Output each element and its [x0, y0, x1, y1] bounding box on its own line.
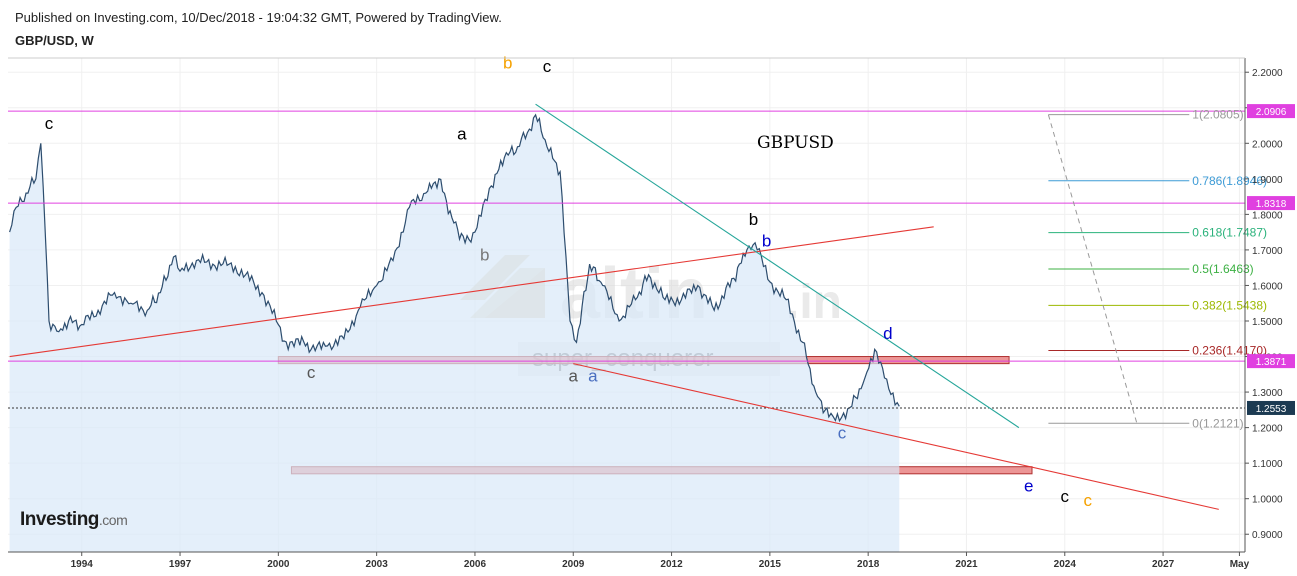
price-level-tag-label: 1.3871	[1256, 357, 1287, 368]
x-tick-label: 2006	[464, 559, 487, 570]
x-tick-label: 2012	[660, 559, 683, 570]
fib-level-label: 0.786(1.8946)	[1192, 174, 1267, 188]
price-area-fill	[9, 114, 900, 553]
price-level-tag	[1247, 196, 1295, 211]
wave-label: b	[503, 54, 512, 73]
y-tick-label: 1.7000	[1252, 246, 1283, 257]
fib-level-label: 0(1.2121)	[1192, 416, 1243, 430]
chart-title: GBPUSD	[757, 133, 834, 153]
wave-label: b	[762, 231, 771, 250]
x-tick-label: 2000	[267, 559, 290, 570]
wave-label: c	[45, 114, 54, 133]
fib-level-label: 0.5(1.6463)	[1192, 262, 1253, 276]
wave-label: d	[883, 324, 892, 343]
x-tick-label: 2024	[1054, 559, 1077, 570]
x-tick-label: 2009	[562, 559, 585, 570]
grid	[8, 58, 1245, 552]
y-tick-label: 2.2000	[1252, 68, 1283, 79]
y-tick-label: 1.8000	[1252, 210, 1283, 221]
current-price-tag	[1247, 400, 1295, 415]
trendline	[9, 226, 934, 358]
x-tick-label: 2018	[857, 559, 880, 570]
y-tick-label: 1.9000	[1252, 175, 1283, 186]
x-tick-label: 2015	[759, 559, 782, 570]
y-tick-label: 0.9000	[1252, 530, 1283, 541]
x-tick-label: 1994	[71, 559, 94, 570]
wave-label: c	[1061, 487, 1070, 506]
wave-label: b	[480, 246, 489, 265]
trendline	[535, 103, 1020, 429]
wave-label: e	[1024, 477, 1033, 496]
x-tick-label: 2027	[1152, 559, 1175, 570]
wave-label: c	[543, 57, 552, 76]
price-level-tag	[1247, 104, 1295, 119]
y-tick-label: 1.6000	[1252, 281, 1283, 292]
wave-label: c	[838, 423, 847, 442]
x-tick-label: 2021	[955, 559, 978, 570]
trendline	[573, 363, 1219, 510]
investing-logo-text: Investing	[20, 509, 99, 530]
wave-label: c	[307, 363, 316, 382]
wave-label: b	[749, 210, 758, 229]
current-price-tag-label: 1.2553	[1256, 404, 1287, 415]
x-tick-label: May	[1230, 559, 1250, 570]
y-tick-label: 1.0000	[1252, 495, 1283, 506]
wave-label: a	[569, 366, 579, 385]
wave-label: c	[1083, 491, 1092, 510]
investing-logo: Investing.com	[20, 509, 128, 530]
x-tick-label: 2003	[366, 559, 389, 570]
y-tick-label: 1.1000	[1252, 459, 1283, 470]
wave-label: a	[457, 125, 467, 144]
fib-level-label: 0.618(1.7487)	[1192, 226, 1267, 240]
y-tick-label: 2.0000	[1252, 139, 1283, 150]
fib-level-label: 1(2.0805)	[1192, 108, 1243, 122]
investing-logo-tld: .com	[99, 512, 127, 528]
y-tick-label: 1.3000	[1252, 388, 1283, 399]
price-level-tag-label: 2.0906	[1256, 107, 1287, 118]
fib-level-label: 0.382(1.5438)	[1192, 298, 1267, 312]
published-caption: Published on Investing.com, 10/Dec/2018 …	[15, 10, 502, 25]
fib-level-label: 0.236(1.4170)	[1192, 343, 1267, 357]
y-tick-label: 1.5000	[1252, 317, 1283, 328]
y-tick-label: 1.2000	[1252, 424, 1283, 435]
svg-text:Investing.com: Investing.com	[20, 509, 127, 530]
price-level-tag-label: 1.8318	[1256, 199, 1287, 210]
price-tags: 2.0906 1.8318 1.3871 1.2553	[1247, 104, 1295, 415]
symbol-title: GBP/USD, W	[15, 33, 94, 48]
fibonacci-retracement: 1(2.0805) 0.786(1.8946) 0.618(1.7487) 0.5(1…	[1047, 108, 1267, 430]
x-tick-label: 1997	[169, 559, 192, 570]
price-level-tag	[1247, 354, 1295, 369]
price-series	[9, 113, 900, 553]
trendlines	[9, 103, 1219, 510]
horizontal-levels	[8, 110, 1245, 409]
wave-label: a	[588, 366, 598, 385]
